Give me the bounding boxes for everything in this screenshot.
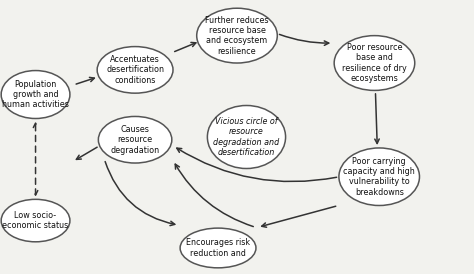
Text: Population
growth and
human activities: Population growth and human activities <box>2 80 69 109</box>
Text: Low socio-
economic status: Low socio- economic status <box>2 211 69 230</box>
Text: Encourages risk
reduction and: Encourages risk reduction and <box>186 238 250 258</box>
Ellipse shape <box>334 36 415 90</box>
Text: Vicious circle of
resource
degradation and
desertification: Vicious circle of resource degradation a… <box>213 117 280 157</box>
Ellipse shape <box>180 228 256 268</box>
Ellipse shape <box>339 148 419 206</box>
Ellipse shape <box>197 8 277 63</box>
Ellipse shape <box>207 105 285 169</box>
Ellipse shape <box>1 71 70 118</box>
Ellipse shape <box>1 199 70 242</box>
Ellipse shape <box>98 116 172 163</box>
Text: Accentuates
desertification
conditions: Accentuates desertification conditions <box>106 55 164 85</box>
Text: Causes
resource
degradation: Causes resource degradation <box>110 125 160 155</box>
Ellipse shape <box>97 47 173 93</box>
Text: Further reduces
resource base
and ecosystem
resilience: Further reduces resource base and ecosys… <box>205 16 269 56</box>
Text: Poor resource
base and
resilience of dry
ecosystems: Poor resource base and resilience of dry… <box>342 43 407 83</box>
Text: Poor carrying
capacity and high
vulnerability to
breakdowns: Poor carrying capacity and high vulnerab… <box>343 157 415 197</box>
